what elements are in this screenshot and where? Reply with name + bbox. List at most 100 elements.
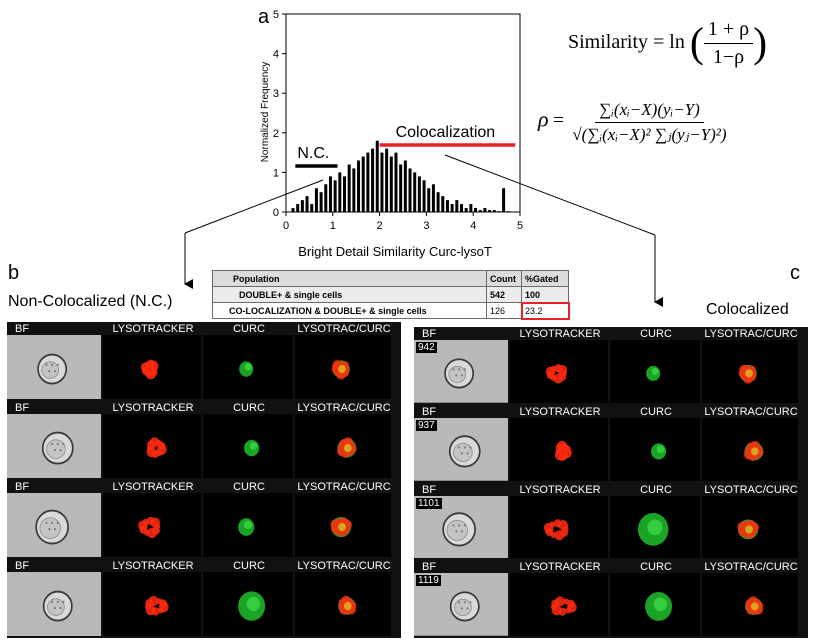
- x-axis-label: Bright Detail Similarity Curc-lysoT: [298, 244, 492, 259]
- histogram-bar: [324, 184, 328, 212]
- cell-id-label: 942: [416, 342, 437, 353]
- panel-b-letter: b: [8, 262, 20, 284]
- histogram-chart: 0 1 2 3 4 5 0 1 2 3 4 5 N.C. Colocalization Bright D…: [260, 9, 523, 259]
- micrograph-curc: [203, 414, 293, 478]
- panel-c-title: Colocalized: [706, 301, 789, 318]
- channel-label: BF: [422, 561, 437, 574]
- rho-formula: ρ = ∑ᵢ(xᵢ−X)(yᵢ−Y) √(∑ᵢ(xᵢ−X)² ∑ⱼ(yⱼ−Y)²…: [538, 100, 731, 145]
- micrograph-lysotrac-curc: [702, 573, 798, 636]
- micrograph-curc: [610, 417, 700, 481]
- histogram-bar: [366, 152, 370, 212]
- panel-b-title: Non-Colocalized (N.C.): [8, 293, 173, 310]
- channel-label: LYSOTRACKER: [112, 481, 194, 493]
- micrograph-lysotracker: [103, 493, 201, 557]
- histogram-bar: [436, 192, 440, 212]
- histogram-bar: [300, 200, 304, 212]
- x-tick-label: 5: [517, 220, 523, 232]
- histogram-bar: [506, 211, 510, 212]
- micrograph-curc: [610, 495, 700, 559]
- x-tick-label: 4: [470, 220, 476, 232]
- micrograph-lysotracker: [510, 417, 608, 481]
- micrograph-lysotracker: [510, 340, 608, 403]
- histogram-bar: [375, 140, 379, 212]
- channel-label: LYSOTRAC/CURC: [704, 483, 798, 496]
- histogram-bar: [314, 188, 318, 212]
- histogram-bar: [450, 204, 454, 212]
- y-tick-label: 0: [273, 207, 279, 219]
- channel-label: LYSOTRAC/CURC: [297, 323, 391, 335]
- channel-label: CURC: [233, 560, 265, 572]
- channel-label: BF: [422, 483, 437, 496]
- micrograph-bf: [7, 572, 101, 636]
- channel-label: LYSOTRAC/CURC: [704, 561, 798, 574]
- histogram-bar: [399, 164, 403, 212]
- channel-label: BF: [15, 323, 30, 335]
- histogram-bar: [460, 204, 463, 212]
- similarity-formula: Similarity = ln ( 1 + ρ 1−ρ ): [568, 18, 767, 69]
- histogram-bar: [291, 208, 295, 212]
- cell-id-label: 937: [416, 419, 437, 431]
- histogram-bar: [469, 204, 473, 212]
- similarity-fraction: 1 + ρ 1−ρ: [703, 18, 754, 69]
- histogram-bar: [464, 208, 468, 212]
- histogram-bar: [310, 204, 314, 212]
- close-paren: ): [753, 20, 768, 67]
- micrograph-lysotrac-curc: [295, 572, 391, 636]
- histogram-bar: [483, 208, 487, 212]
- micrograph-lysotrac-curc: [702, 340, 798, 403]
- histogram-bar: [357, 160, 361, 212]
- micrograph-lysotracker: [103, 572, 201, 636]
- channel-label: CURC: [233, 402, 265, 414]
- micrograph-lysotracker: [103, 335, 201, 399]
- channel-label: LYSOTRAC/CURC: [704, 405, 798, 418]
- panel-a-letter: a: [258, 6, 270, 28]
- histogram-bar: [488, 210, 492, 212]
- x-tick-label: 1: [330, 220, 336, 232]
- rho-equals: =: [552, 109, 565, 132]
- histogram-bar: [347, 164, 351, 212]
- histogram-bar: [427, 188, 431, 212]
- histogram-bar: [445, 200, 449, 212]
- table-row: DOUBLE+ & single cells 542 100: [212, 286, 569, 303]
- table-header-cell: Population: [212, 270, 487, 287]
- histogram-bar: [492, 210, 496, 212]
- histogram-bar: [333, 180, 337, 212]
- table-header-cell: Count: [486, 270, 522, 287]
- histogram-bar: [403, 160, 407, 212]
- micrograph-bf: [7, 335, 101, 399]
- histogram-bar: [371, 148, 375, 212]
- channel-label: BF: [15, 402, 30, 414]
- histogram-bar: [474, 208, 478, 212]
- channel-label: LYSOTRAC/CURC: [297, 560, 391, 572]
- micrograph-lysotrac-curc: [702, 417, 798, 481]
- channel-label: LYSOTRACKER: [519, 405, 601, 418]
- micrograph-lysotracker: [510, 573, 608, 636]
- channel-label: LYSOTRACKER: [112, 560, 194, 572]
- x-tick-label: 2: [377, 220, 383, 232]
- histogram-bar: [431, 184, 435, 212]
- table-cell: 126: [486, 302, 522, 319]
- channel-label: BF: [15, 481, 30, 493]
- histogram-bar: [338, 172, 342, 212]
- histogram-bar: [478, 210, 482, 212]
- micrograph-curc: [203, 335, 293, 399]
- panel-c-image-grid: BF LYSOTRACKER CURC LYSOTRAC/CURC 942 BF LYSOT…: [414, 327, 808, 638]
- micrograph-curc: [203, 572, 293, 636]
- population-table: Population Count %Gated DOUBLE+ & single…: [212, 270, 570, 320]
- x-tick-label: 3: [423, 220, 429, 232]
- histogram-bar: [394, 152, 398, 212]
- micrograph-lysotrac-curc: [295, 493, 391, 557]
- histogram-bar: [328, 176, 332, 212]
- rho-symbol: ρ: [538, 106, 549, 132]
- histogram-bar: [413, 172, 417, 212]
- histogram-bar: [319, 192, 323, 212]
- panel-b-image-grid: BF LYSOTRACKER CURC LYSOTRAC/CURC BF LYSOTRAC…: [7, 322, 401, 638]
- cell-id-label: 1119: [416, 575, 441, 587]
- table-cell: CO-LOCALIZATION & DOUBLE+ & single cells: [212, 302, 487, 319]
- channel-label: BF: [422, 328, 437, 340]
- channel-label: LYSOTRAC/CURC: [297, 402, 391, 414]
- table-cell: DOUBLE+ & single cells: [212, 286, 487, 303]
- y-axis-label: Normalized Frequency: [260, 62, 271, 163]
- channel-label: CURC: [640, 483, 672, 496]
- annotation-label: Colocalization: [396, 124, 496, 141]
